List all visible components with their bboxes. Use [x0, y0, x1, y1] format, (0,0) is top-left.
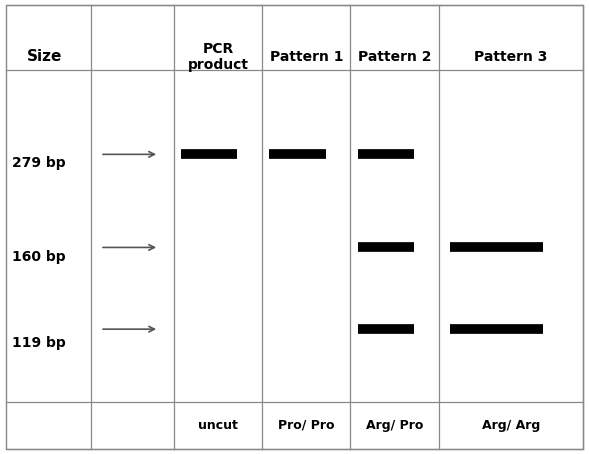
Text: Arg/ Arg: Arg/ Arg	[482, 419, 540, 432]
Text: uncut: uncut	[198, 419, 238, 432]
Text: 279 bp: 279 bp	[12, 157, 65, 170]
Text: PCR
product: PCR product	[187, 42, 249, 72]
Text: Pro/ Pro: Pro/ Pro	[278, 419, 335, 432]
Text: 160 bp: 160 bp	[12, 250, 65, 263]
Text: Pattern 2: Pattern 2	[358, 50, 431, 64]
Text: Pattern 3: Pattern 3	[474, 50, 548, 64]
Text: Size: Size	[27, 49, 62, 64]
Text: Pattern 1: Pattern 1	[270, 50, 343, 64]
Text: 119 bp: 119 bp	[12, 336, 65, 350]
Text: Arg/ Pro: Arg/ Pro	[366, 419, 423, 432]
